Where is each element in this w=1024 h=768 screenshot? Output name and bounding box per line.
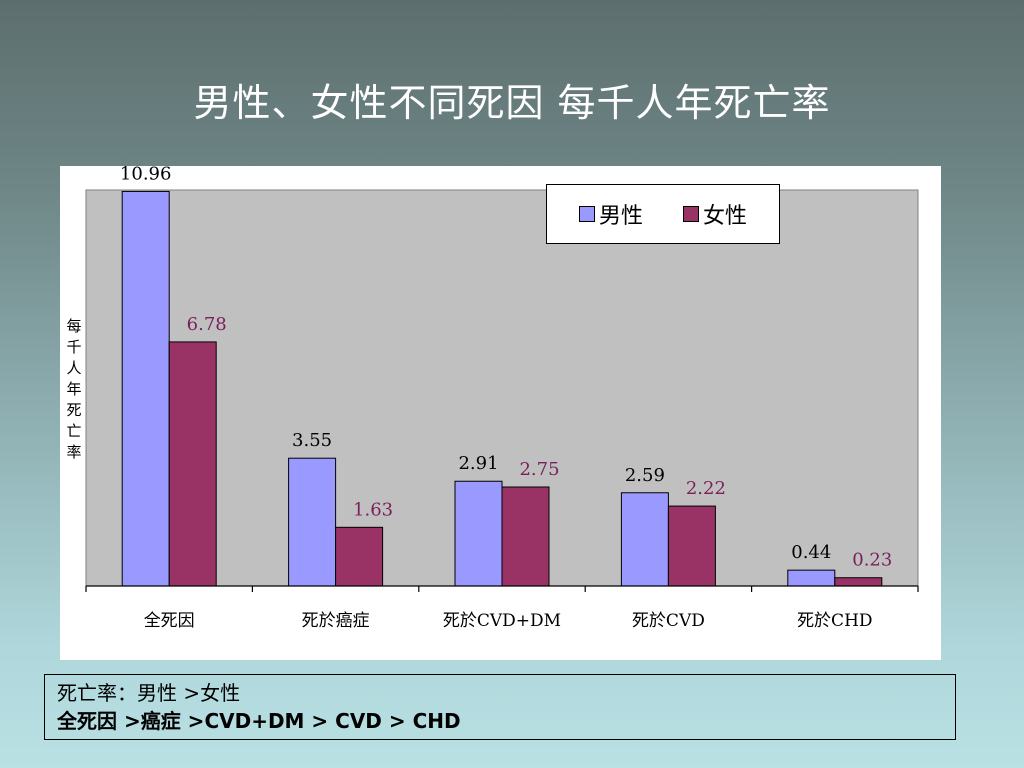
x-tick-labels-group: 全死因 死於癌症 死於CVD+DM 死於CVD 死於CHD [144,611,873,631]
legend-item-male: 男性 [578,198,643,230]
bar-female-1 [335,526,384,587]
bar-female-2 [501,486,550,587]
legend-label-female: 女性 [703,204,748,229]
data-label-male-3: 2.59 [625,465,665,486]
legend-swatch-female [683,206,699,222]
legend: 男性 女性 [546,184,780,244]
bar-male-4 [787,569,836,587]
y-axis-label: 每千人年死亡率 [66,317,82,461]
bar-chart: 10.96 6.78 3.55 1.63 2.91 2.75 2.59 2.22 0.44 0.2… [85,166,919,631]
data-label-male-0: 10.96 [120,166,172,184]
data-label-male-4: 0.44 [791,542,831,563]
legend-item-female: 女性 [683,198,747,230]
data-label-male-1: 3.55 [292,430,332,451]
bar-female-0 [168,341,217,587]
bars-group [121,190,883,587]
bar-female-3 [667,505,716,587]
x-tick-label-0: 全死因 [144,611,195,631]
data-label-female-3: 2.22 [686,478,726,499]
legend-swatch-male [578,206,595,222]
x-tick-label-1: 死於癌症 [302,611,370,631]
summary-line-1: 死亡率：男性 >女性 [57,681,241,705]
summary-line-2: 全死因 >癌症 >CVD+DM > CVD > CHD [57,709,461,733]
x-tick-label-3: 死於CVD [632,611,705,631]
bar-male-3 [620,492,669,587]
bar-female-4 [834,577,883,587]
bar-male-2 [454,480,503,587]
x-axis [85,585,919,592]
data-label-male-2: 2.91 [458,453,498,474]
slide-title: 男性、女性不同死因 每千人年死亡率 [193,81,831,125]
summary-box: 死亡率：男性 >女性 全死因 >癌症 >CVD+DM > CVD > CHD [44,674,956,740]
x-tick-label-2: 死於CVD+DM [443,611,561,631]
data-label-female-0: 6.78 [187,314,227,335]
legend-label-male: 男性 [598,204,643,229]
data-label-female-2: 2.75 [519,459,559,480]
data-label-female-1: 1.63 [353,499,393,520]
bar-male-1 [288,457,337,587]
data-label-female-4: 0.23 [852,550,892,571]
data-labels-group: 10.96 6.78 3.55 1.63 2.91 2.75 2.59 2.22 0.44 0.2… [120,166,892,571]
bar-male-0 [121,190,170,587]
x-tick-label-4: 死於CHD [797,611,872,631]
chart-panel: 10.96 6.78 3.55 1.63 2.91 2.75 2.59 2.22 0.44 0.2… [60,166,941,660]
